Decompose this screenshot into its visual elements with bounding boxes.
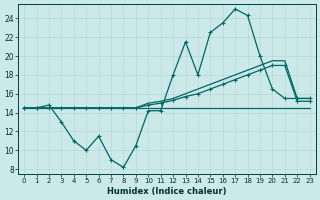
X-axis label: Humidex (Indice chaleur): Humidex (Indice chaleur) <box>107 187 227 196</box>
